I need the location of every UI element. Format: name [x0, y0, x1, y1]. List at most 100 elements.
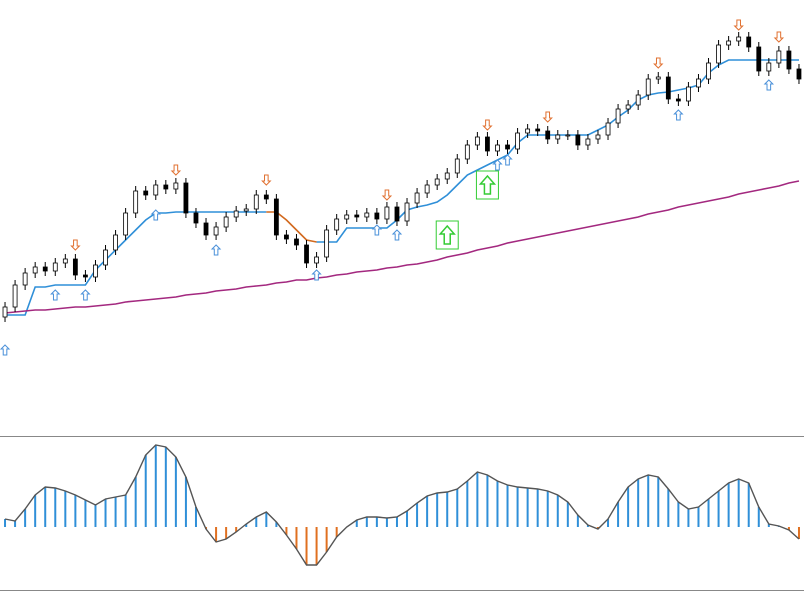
- candle-body: [565, 134, 571, 137]
- buy-arrow: [673, 109, 684, 121]
- candle-body: [263, 194, 269, 200]
- candle-body: [495, 144, 500, 152]
- sell-arrow: [261, 174, 272, 186]
- signal-marker: [475, 170, 499, 200]
- buy-arrow: [763, 79, 775, 91]
- candle-body: [183, 182, 189, 214]
- candle-body: [83, 274, 88, 278]
- sell-arrow: [653, 57, 664, 69]
- sell-arrow: [542, 111, 553, 123]
- candle-body: [354, 214, 360, 218]
- candle-body: [334, 218, 340, 231]
- candle-body: [344, 214, 350, 220]
- signal-arrow: [438, 224, 456, 245]
- candle-body: [12, 284, 18, 308]
- candle-body: [173, 182, 179, 190]
- candle-body: [555, 134, 561, 140]
- signal-marker: [435, 220, 459, 250]
- candle-body: [233, 210, 239, 218]
- candle-body: [52, 262, 58, 272]
- candle-body: [736, 36, 742, 42]
- candle-body: [776, 50, 782, 64]
- candle-body: [384, 206, 390, 220]
- buy-arrow: [50, 289, 61, 301]
- buy-arrow: [371, 224, 383, 236]
- candle-body: [454, 158, 460, 174]
- candle-body: [163, 184, 169, 190]
- buy-arrow: [311, 269, 322, 281]
- candle-body: [223, 216, 229, 228]
- sell-arrow: [70, 239, 81, 251]
- candle-body: [706, 62, 711, 80]
- candle-body: [243, 208, 249, 212]
- candle-body: [123, 212, 129, 236]
- candle-body: [153, 184, 159, 196]
- candle-body: [304, 244, 309, 264]
- candle-body: [655, 76, 661, 80]
- candle-body: [756, 46, 762, 72]
- candle-body: [143, 190, 149, 196]
- candle-body: [726, 40, 732, 46]
- candle-body: [424, 184, 430, 194]
- sell-arrow: [482, 119, 493, 131]
- candle-body: [294, 238, 299, 246]
- sell-arrow: [170, 164, 182, 176]
- candle-body: [675, 98, 681, 102]
- candle-body: [716, 44, 721, 64]
- candle-body: [284, 234, 289, 240]
- candle-body: [133, 190, 139, 214]
- candle-body: [203, 222, 209, 236]
- sell-arrow: [773, 31, 785, 43]
- candle-body: [273, 198, 279, 236]
- candle-body: [113, 234, 118, 251]
- candle-body: [665, 76, 671, 100]
- candle-body: [103, 249, 108, 266]
- buy-arrow: [391, 229, 403, 241]
- candle-body: [766, 62, 772, 72]
- buy-arrow: [80, 289, 91, 301]
- candle-body: [585, 138, 591, 146]
- candle-body: [485, 136, 490, 152]
- buy-arrow: [150, 209, 161, 221]
- candle-body: [595, 134, 601, 140]
- candle-body: [193, 212, 199, 224]
- candle-body: [93, 264, 98, 278]
- candle-body: [314, 256, 319, 264]
- candle-body: [535, 128, 541, 132]
- candle-body: [364, 212, 370, 218]
- candle-body: [42, 266, 48, 272]
- histogram-outline: [4, 444, 800, 566]
- candle-body: [615, 108, 621, 124]
- buy-arrow: [492, 159, 503, 171]
- candle-body: [786, 50, 792, 70]
- candle-body: [444, 172, 450, 180]
- candle-body: [545, 130, 551, 140]
- candle-body: [394, 206, 400, 222]
- candle-body: [625, 104, 631, 110]
- candle-body: [414, 192, 420, 204]
- candle-body: [696, 78, 701, 88]
- candle-body: [213, 226, 219, 236]
- candle-body: [635, 94, 641, 106]
- candle-body: [474, 136, 480, 146]
- candle-body: [686, 86, 691, 102]
- candle-body: [525, 128, 531, 134]
- candle-body: [645, 78, 651, 96]
- buy-arrow: [0, 344, 11, 356]
- sell-arrow: [733, 19, 744, 31]
- candle-body: [746, 36, 752, 48]
- candle-body: [22, 272, 28, 286]
- candle-body: [72, 258, 78, 276]
- candle-body: [605, 122, 611, 136]
- candle-body: [62, 258, 68, 264]
- candle-body: [404, 202, 410, 222]
- indicator-line: [5, 211, 267, 316]
- candle-body: [505, 144, 510, 150]
- candle-body: [464, 144, 470, 160]
- candle-body: [374, 212, 380, 220]
- candle-body: [2, 306, 8, 318]
- signal-arrow: [478, 174, 497, 195]
- sell-arrow: [381, 189, 393, 201]
